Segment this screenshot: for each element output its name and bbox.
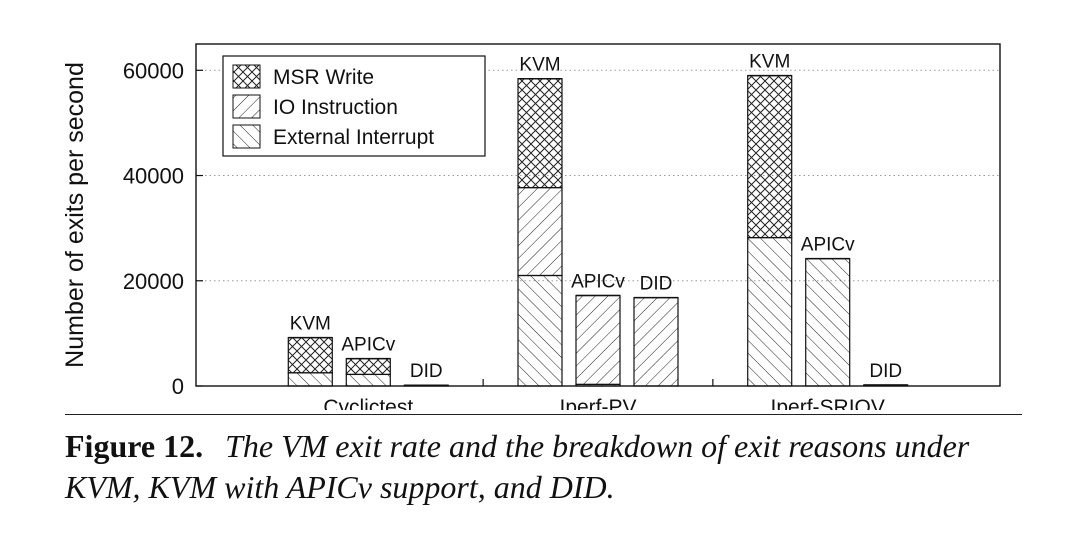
legend-label: IO Instruction	[273, 96, 398, 119]
y-tick-label: 20000	[123, 269, 184, 294]
y-tick-label: 60000	[123, 58, 184, 83]
bar-segment-msr-write	[287, 336, 333, 374]
bar-segment-external-interrupt	[287, 372, 333, 387]
bar-segment-msr-write	[747, 74, 793, 239]
x-tick-label: Cyclictest	[323, 396, 413, 410]
figure-caption: Figure 12. The VM exit rate and the brea…	[65, 426, 1040, 508]
bar-label: APICv	[801, 235, 855, 256]
x-tick-label: Iperf-SRIOV	[771, 396, 885, 410]
bar-chart: KVM APICv DID KVM APICv DID KVM APICv DID Cyclic…	[61, 43, 1001, 410]
bar-segment-io-instruction	[517, 187, 563, 277]
plot-frame	[195, 43, 1001, 387]
bar-label: APICv	[341, 335, 395, 356]
legend-swatch	[232, 94, 261, 119]
bar-segment-external-interrupt	[345, 373, 391, 387]
x-tick-label: Iperf-PV	[559, 396, 636, 410]
bars: KVM APICv DID KVM APICv DID KVM APICv DID	[287, 52, 909, 387]
bar-segment-io-instruction	[633, 297, 679, 387]
axes: Cyclictest Iperf-PV Iperf-SRIOV 0 20000 40000…	[123, 43, 1001, 410]
legend-label: External Interrupt	[273, 126, 434, 149]
y-axis-label: Number of exits per second	[61, 62, 89, 368]
bar-label: APICv	[571, 272, 625, 293]
bar-label: DID	[410, 361, 443, 382]
caption-text: The VM exit rate and the breakdown of ex…	[65, 428, 970, 505]
bar-label: DID	[640, 274, 673, 295]
bar-label: KVM	[519, 55, 560, 76]
bar-segment-external-interrupt	[747, 237, 793, 387]
legend-swatch	[232, 124, 261, 149]
y-tick-label: 0	[172, 374, 184, 399]
bar-segment-io-instruction	[575, 294, 621, 386]
bar-label: KVM	[749, 52, 790, 73]
gridlines	[196, 69, 1000, 282]
bar-segment-msr-write	[517, 78, 563, 189]
legend-label: MSR Write	[273, 66, 374, 89]
bar-label: KVM	[290, 314, 331, 335]
figure-label: Figure 12.	[65, 428, 204, 464]
y-tick-label: 40000	[123, 164, 184, 189]
legend-box	[222, 55, 486, 157]
legend: MSR Write IO Instruction External Interrup…	[222, 55, 486, 157]
bar-segment-msr-write	[345, 358, 391, 376]
legend-swatch	[232, 64, 261, 89]
bar-label: DID	[869, 361, 902, 382]
bar-segment-external-interrupt	[805, 258, 851, 387]
caption-divider	[65, 414, 1022, 415]
bar-segment-external-interrupt	[517, 274, 563, 387]
